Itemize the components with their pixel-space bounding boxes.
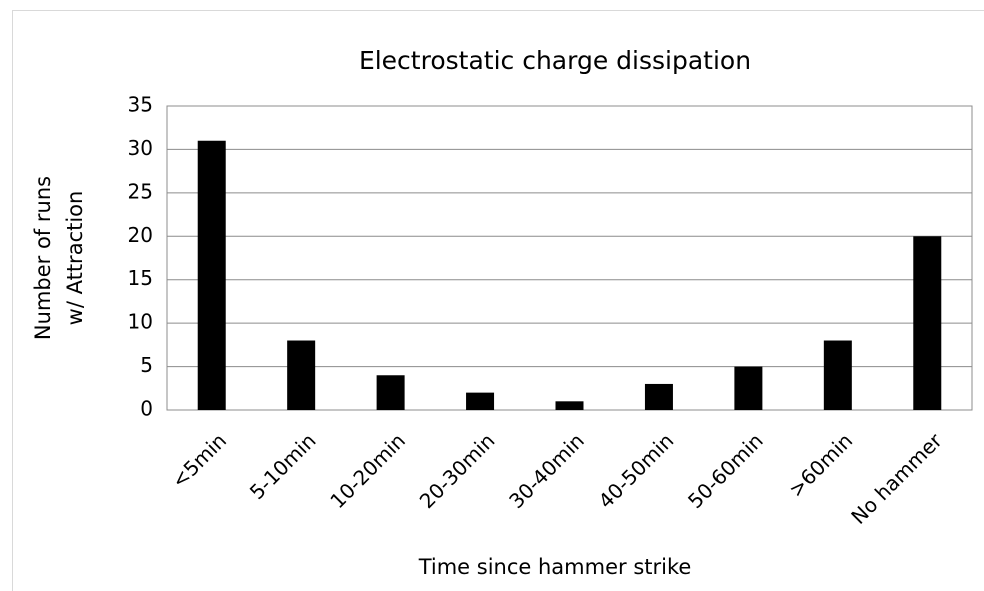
bar [644,383,673,410]
y-tick-label: 10 [128,310,153,334]
y-tick-label: 35 [128,93,153,117]
y-axis-label-line: w/ Attraction [63,191,87,326]
bar [823,340,852,410]
bar [376,375,405,410]
bar [466,392,495,410]
chart-frame [12,10,984,591]
y-axis-label: Number of runs w/ Attraction [31,176,87,340]
bar [555,401,584,410]
chart-title: Electrostatic charge dissipation [359,46,751,75]
y-tick-label: 20 [128,223,153,247]
bar [287,340,316,410]
x-axis-label: Time since hammer strike [418,555,692,579]
bar [197,140,226,410]
y-tick-label: 0 [140,397,153,421]
bar [913,236,942,410]
bar [734,366,763,410]
y-tick-label: 25 [128,179,153,203]
y-axis-label-line: Number of runs [31,176,55,340]
y-tick-label: 30 [128,136,153,160]
y-tick-label: 15 [128,266,153,290]
y-tick-label: 5 [140,353,153,377]
